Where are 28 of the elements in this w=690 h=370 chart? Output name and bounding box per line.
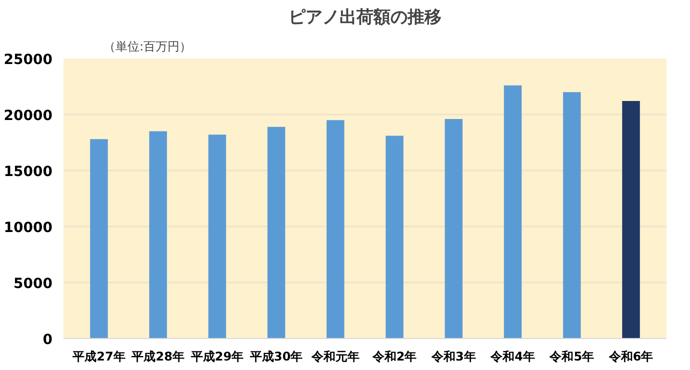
x-tick-label: 令和元年 — [310, 350, 360, 364]
x-tick-label: 平成30年 — [248, 350, 303, 364]
y-axis-title: （単位:百万円） — [104, 40, 192, 54]
x-tick-label: 令和2年 — [371, 350, 417, 364]
bar — [444, 118, 463, 338]
bar — [267, 126, 286, 338]
bar — [563, 92, 581, 338]
chart-title: ピアノ出荷額の推移 — [288, 8, 442, 28]
y-tick-label: 0 — [42, 332, 53, 348]
bar — [326, 120, 344, 338]
y-tick-label: 5000 — [14, 276, 53, 292]
y-tick-label: 15000 — [4, 164, 53, 180]
y-tick-label: 25000 — [4, 52, 53, 68]
bar — [90, 139, 108, 338]
x-tick-label: 令和5年 — [548, 350, 594, 364]
x-tick-label: 平成27年 — [72, 350, 126, 364]
x-tick-label: 平成28年 — [130, 350, 184, 364]
x-tick-label: 令和4年 — [490, 350, 535, 364]
x-tick-label: 平成29年 — [190, 350, 244, 364]
y-tick-label: 10000 — [4, 220, 53, 236]
x-tick-label: 令和6年 — [608, 350, 654, 364]
bar — [622, 101, 640, 338]
x-tick-label: 令和3年 — [430, 350, 476, 364]
bar — [386, 136, 404, 338]
bar — [208, 134, 226, 338]
bar — [504, 85, 522, 338]
bar — [149, 131, 167, 338]
y-tick-label: 20000 — [4, 108, 53, 124]
